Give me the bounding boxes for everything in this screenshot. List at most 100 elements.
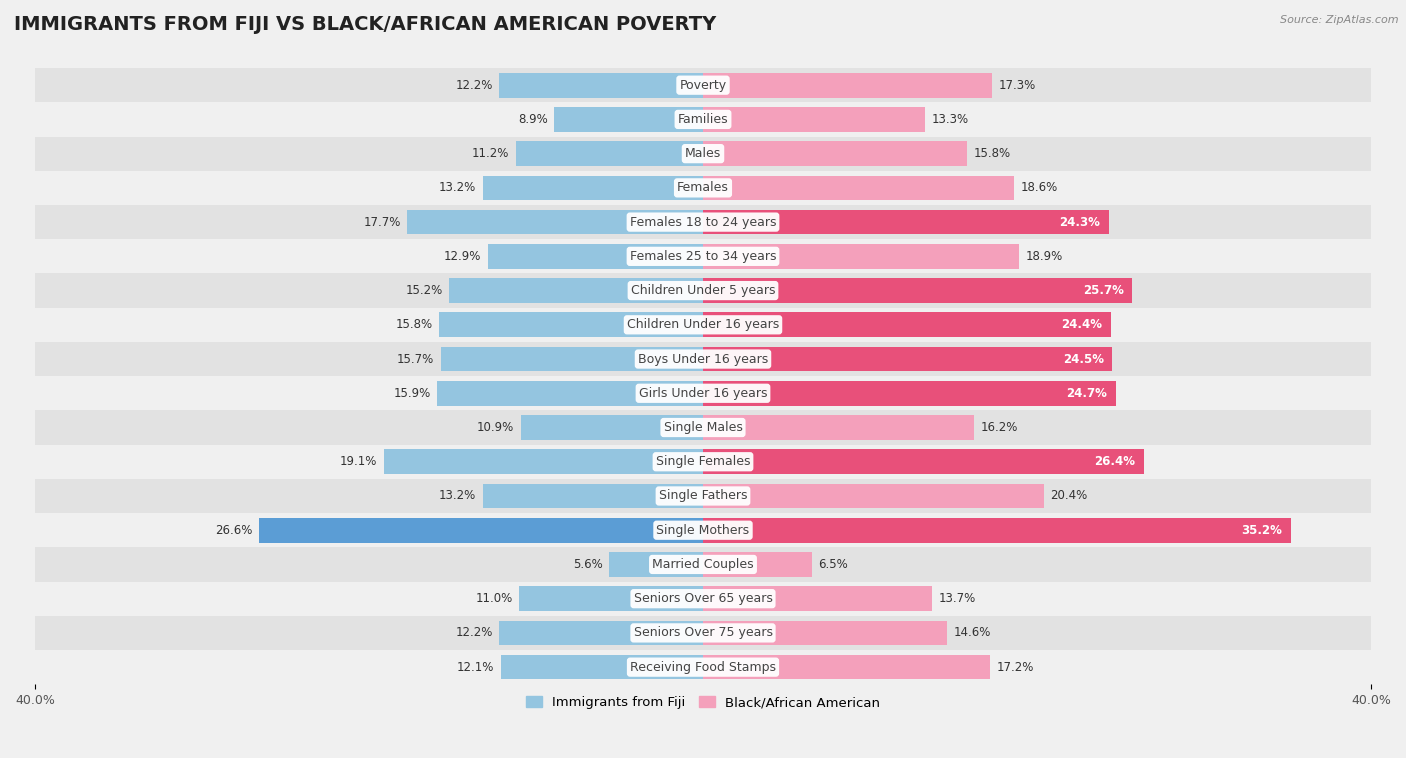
Bar: [35, 136, 1371, 171]
Text: 15.8%: 15.8%: [395, 318, 433, 331]
Text: Single Mothers: Single Mothers: [657, 524, 749, 537]
Text: 14.6%: 14.6%: [953, 626, 991, 640]
Bar: [35, 68, 1371, 102]
Text: Children Under 5 years: Children Under 5 years: [631, 284, 775, 297]
Text: 5.6%: 5.6%: [574, 558, 603, 571]
Bar: [519, 587, 703, 611]
Bar: [35, 410, 1371, 445]
Text: Married Couples: Married Couples: [652, 558, 754, 571]
Text: Families: Families: [678, 113, 728, 126]
Bar: [522, 415, 703, 440]
Bar: [35, 240, 1371, 274]
Text: 6.5%: 6.5%: [818, 558, 848, 571]
Text: 26.4%: 26.4%: [1094, 456, 1136, 468]
Bar: [35, 376, 1371, 410]
Text: Source: ZipAtlas.com: Source: ZipAtlas.com: [1281, 15, 1399, 25]
Bar: [703, 552, 811, 577]
Text: 25.7%: 25.7%: [1083, 284, 1123, 297]
Text: IMMIGRANTS FROM FIJI VS BLACK/AFRICAN AMERICAN POVERTY: IMMIGRANTS FROM FIJI VS BLACK/AFRICAN AM…: [14, 15, 716, 34]
Bar: [703, 415, 973, 440]
Bar: [703, 278, 1132, 303]
Text: Children Under 16 years: Children Under 16 years: [627, 318, 779, 331]
Text: 24.4%: 24.4%: [1062, 318, 1102, 331]
Bar: [35, 615, 1371, 650]
Bar: [703, 244, 1019, 268]
Bar: [35, 547, 1371, 581]
Bar: [703, 655, 990, 679]
Text: 12.1%: 12.1%: [457, 661, 495, 674]
Bar: [384, 449, 703, 474]
Bar: [516, 141, 703, 166]
Bar: [482, 484, 703, 509]
Bar: [441, 346, 703, 371]
Legend: Immigrants from Fiji, Black/African American: Immigrants from Fiji, Black/African Amer…: [520, 691, 886, 715]
Bar: [703, 484, 1043, 509]
Bar: [501, 655, 703, 679]
Text: Poverty: Poverty: [679, 79, 727, 92]
Text: 13.2%: 13.2%: [439, 181, 475, 194]
Text: 13.3%: 13.3%: [932, 113, 969, 126]
Bar: [488, 244, 703, 268]
Bar: [35, 342, 1371, 376]
Bar: [703, 449, 1144, 474]
Bar: [703, 141, 967, 166]
Text: 13.7%: 13.7%: [938, 592, 976, 605]
Bar: [703, 518, 1291, 543]
Text: 12.9%: 12.9%: [443, 250, 481, 263]
Bar: [703, 346, 1112, 371]
Text: 19.1%: 19.1%: [340, 456, 377, 468]
Bar: [703, 381, 1115, 406]
Text: 12.2%: 12.2%: [456, 626, 492, 640]
Bar: [35, 479, 1371, 513]
Text: Seniors Over 65 years: Seniors Over 65 years: [634, 592, 772, 605]
Bar: [482, 176, 703, 200]
Bar: [703, 107, 925, 132]
Text: 13.2%: 13.2%: [439, 490, 475, 503]
Bar: [259, 518, 703, 543]
Text: 18.9%: 18.9%: [1025, 250, 1063, 263]
Text: 35.2%: 35.2%: [1241, 524, 1282, 537]
Bar: [703, 621, 946, 645]
Text: 16.2%: 16.2%: [980, 421, 1018, 434]
Text: 15.7%: 15.7%: [396, 352, 434, 365]
Bar: [554, 107, 703, 132]
Bar: [703, 73, 993, 98]
Bar: [439, 312, 703, 337]
Text: Seniors Over 75 years: Seniors Over 75 years: [634, 626, 772, 640]
Text: 24.5%: 24.5%: [1063, 352, 1104, 365]
Bar: [499, 621, 703, 645]
Text: Girls Under 16 years: Girls Under 16 years: [638, 387, 768, 399]
Bar: [449, 278, 703, 303]
Text: 8.9%: 8.9%: [517, 113, 548, 126]
Text: 20.4%: 20.4%: [1050, 490, 1088, 503]
Text: Females: Females: [678, 181, 728, 194]
Bar: [35, 171, 1371, 205]
Bar: [499, 73, 703, 98]
Text: 12.2%: 12.2%: [456, 79, 492, 92]
Text: 24.7%: 24.7%: [1066, 387, 1107, 399]
Text: 15.8%: 15.8%: [973, 147, 1011, 160]
Text: Single Females: Single Females: [655, 456, 751, 468]
Text: Females 18 to 24 years: Females 18 to 24 years: [630, 215, 776, 229]
Text: 15.9%: 15.9%: [394, 387, 430, 399]
Text: 18.6%: 18.6%: [1021, 181, 1057, 194]
Text: Single Fathers: Single Fathers: [659, 490, 747, 503]
Bar: [703, 210, 1109, 234]
Text: 17.3%: 17.3%: [998, 79, 1036, 92]
Bar: [35, 581, 1371, 615]
Bar: [703, 587, 932, 611]
Bar: [35, 102, 1371, 136]
Bar: [35, 308, 1371, 342]
Bar: [35, 274, 1371, 308]
Bar: [703, 312, 1111, 337]
Text: Receiving Food Stamps: Receiving Food Stamps: [630, 661, 776, 674]
Text: 17.2%: 17.2%: [997, 661, 1035, 674]
Text: 24.3%: 24.3%: [1060, 215, 1101, 229]
Text: 26.6%: 26.6%: [215, 524, 252, 537]
Bar: [35, 650, 1371, 684]
Bar: [437, 381, 703, 406]
Text: Single Males: Single Males: [664, 421, 742, 434]
Bar: [35, 445, 1371, 479]
Bar: [609, 552, 703, 577]
Bar: [35, 205, 1371, 240]
